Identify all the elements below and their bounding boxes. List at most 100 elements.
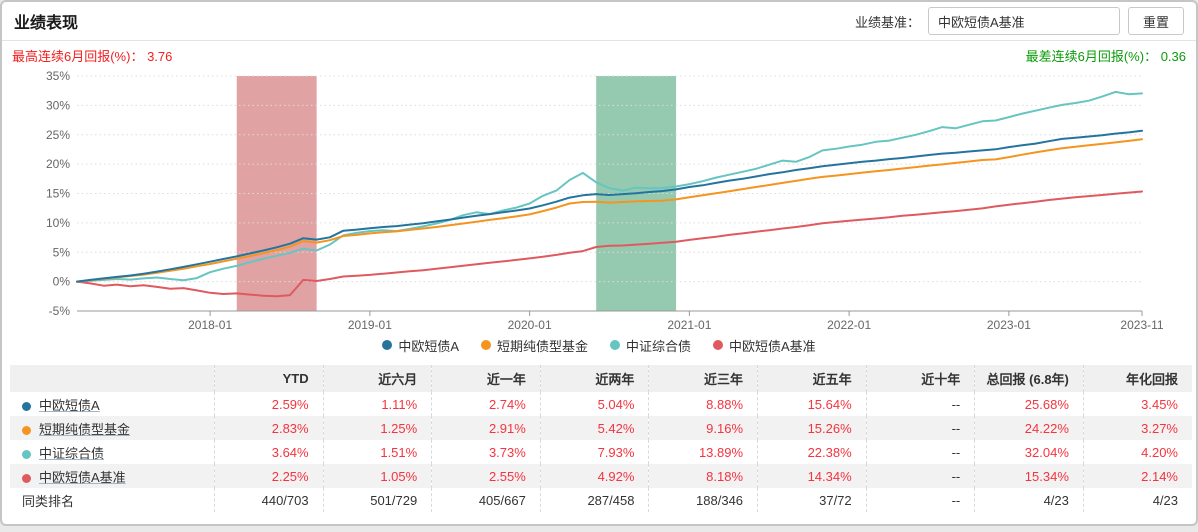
value-cell: 405/667 bbox=[431, 488, 541, 512]
value-cell: 7.93% bbox=[539, 440, 649, 464]
table-row: 同类排名 440/703 501/729 405/667 287/458 188/346 3… bbox=[10, 488, 1192, 512]
value-cell: 3.64% bbox=[214, 440, 324, 464]
value-cell: 4/23 bbox=[974, 488, 1084, 512]
value-cell: 5.42% bbox=[539, 416, 649, 440]
x-axis-tick-label: 2020-01 bbox=[508, 318, 552, 332]
x-axis-tick-label: 2022-01 bbox=[827, 318, 871, 332]
column-header-年化回报: 年化回报 bbox=[1082, 365, 1192, 392]
value-cell: 501/729 bbox=[322, 488, 432, 512]
row-label-link[interactable]: 中证综合债 bbox=[39, 445, 105, 461]
table-row: 短期纯债型基金 2.83% 1.25% 2.91% 5.42% 9.16% 15.26% --… bbox=[10, 416, 1192, 440]
value-cell: 3.45% bbox=[1082, 392, 1192, 416]
row-label: 同类排名 bbox=[22, 493, 75, 509]
value-cell: 440/703 bbox=[214, 488, 324, 512]
series-dot-icon bbox=[22, 401, 31, 411]
value-cell: 22.38% bbox=[757, 440, 867, 464]
series-line-中欧短债A bbox=[76, 129, 1143, 283]
value-cell: 3.27% bbox=[1082, 416, 1192, 440]
series-dot-icon bbox=[22, 473, 31, 483]
row-label-cell: 中欧短债A bbox=[10, 392, 215, 416]
column-header-近五年: 近五年 bbox=[757, 365, 867, 392]
best-6m-return-text: 最高连续6月回报(%)： 3.76 bbox=[12, 49, 173, 64]
best-6m-return-value: 3.76 bbox=[147, 49, 173, 64]
legend-item-中欧短债A[interactable]: 中欧短债A bbox=[382, 336, 459, 355]
row-label-cell: 中欧短债A基准 bbox=[10, 464, 215, 488]
value-cell: 2.91% bbox=[431, 416, 541, 440]
value-cell: 25.68% bbox=[974, 392, 1084, 416]
value-cell: 2.14% bbox=[1082, 464, 1192, 488]
value-cell: 2.83% bbox=[214, 416, 324, 440]
column-header-总回报 (6.8年): 总回报 (6.8年) bbox=[974, 365, 1084, 392]
value-cell: 37/72 bbox=[757, 488, 867, 512]
column-header-近一年: 近一年 bbox=[431, 365, 541, 392]
table-row: 中欧短债A基准 2.25% 1.05% 2.55% 4.92% 8.18% 14.34% --… bbox=[10, 464, 1192, 488]
series-line-中证综合债 bbox=[76, 90, 1143, 283]
benchmark-controls: 业绩基准： 重置 bbox=[855, 7, 1184, 35]
x-axis-tick-label: 2018-01 bbox=[188, 318, 232, 332]
y-axis-tick-label: 20% bbox=[46, 157, 70, 171]
value-cell: 15.26% bbox=[757, 416, 867, 440]
column-header-YTD: YTD bbox=[214, 365, 324, 392]
y-axis-tick-label: -5% bbox=[49, 304, 71, 318]
row-label-link[interactable]: 中欧短债A基准 bbox=[39, 469, 126, 485]
value-cell: 4.92% bbox=[539, 464, 649, 488]
benchmark-input[interactable] bbox=[927, 7, 1120, 35]
series-line-短期纯债型基金 bbox=[76, 138, 1143, 283]
legend-item-短期纯债型基金[interactable]: 短期纯债型基金 bbox=[480, 336, 588, 355]
x-axis-tick-label: 2019-01 bbox=[348, 318, 392, 332]
worst-6m-return-text: 最差连续6月回报(%)： 0.36 bbox=[1025, 49, 1186, 64]
legend-item-中欧短债A基准[interactable]: 中欧短债A基准 bbox=[713, 336, 816, 355]
chart-legend: 中欧短债A 短期纯债型基金 中证综合债 中欧短债A基准 bbox=[2, 333, 1196, 357]
value-cell: -- bbox=[865, 488, 975, 512]
row-label-cell: 中证综合债 bbox=[10, 440, 215, 464]
value-cell: 5.04% bbox=[539, 392, 649, 416]
series-line-中欧短债A基准 bbox=[76, 190, 1143, 298]
y-axis-tick-label: 15% bbox=[46, 187, 70, 201]
column-header-近六月: 近六月 bbox=[322, 365, 432, 392]
row-label-link[interactable]: 短期纯债型基金 bbox=[39, 421, 131, 437]
value-cell: 8.88% bbox=[648, 392, 758, 416]
y-axis-tick-label: 25% bbox=[46, 128, 70, 142]
legend-label: 中欧短债A基准 bbox=[729, 338, 816, 354]
table-row: 中证综合债 3.64% 1.51% 3.73% 7.93% 13.89% 22.38% -- 3… bbox=[10, 440, 1192, 464]
value-cell: 2.59% bbox=[214, 392, 324, 416]
y-axis-tick-label: 0% bbox=[53, 275, 71, 289]
y-axis-tick-label: 30% bbox=[46, 98, 70, 112]
page-title: 业绩表现 bbox=[14, 15, 79, 32]
legend-label: 短期纯债型基金 bbox=[496, 338, 588, 354]
value-cell: 14.34% bbox=[757, 464, 867, 488]
legend-item-中证综合债[interactable]: 中证综合债 bbox=[610, 336, 691, 355]
benchmark-label: 业绩基准： bbox=[854, 14, 920, 30]
value-cell: 2.74% bbox=[431, 392, 541, 416]
value-cell: 2.25% bbox=[214, 464, 324, 488]
value-cell: 2.55% bbox=[431, 464, 541, 488]
value-cell: 4.20% bbox=[1082, 440, 1192, 464]
table-row: 中欧短债A 2.59% 1.11% 2.74% 5.04% 8.88% 15.64% -- 25… bbox=[10, 392, 1192, 416]
row-label-link[interactable]: 中欧短债A bbox=[39, 397, 100, 413]
value-cell: 1.25% bbox=[322, 416, 432, 440]
worst-6m-return-value: 0.36 bbox=[1160, 49, 1186, 64]
legend-label: 中欧短债A bbox=[398, 338, 459, 354]
card-header: 业绩表现 业绩基准： 重置 bbox=[2, 2, 1196, 41]
y-axis-tick-label: 35% bbox=[46, 69, 70, 83]
annotation-row: 最高连续6月回报(%)： 3.76 最差连续6月回报(%)： 0.36 bbox=[2, 41, 1196, 65]
value-cell: 1.11% bbox=[322, 392, 432, 416]
legend-dot-icon bbox=[480, 340, 491, 350]
row-label-cell: 同类排名 bbox=[10, 488, 215, 512]
value-cell: 1.51% bbox=[322, 440, 432, 464]
reset-button[interactable]: 重置 bbox=[1127, 7, 1184, 35]
x-axis-tick-label: 2023-11 bbox=[1120, 318, 1163, 332]
performance-line-chart[interactable]: -5% 0% 5% 10% 15% 20% 25% 30% 35% 2018-01 2019-01 2… bbox=[2, 65, 1198, 333]
value-cell: 15.34% bbox=[974, 464, 1084, 488]
value-cell: 15.64% bbox=[757, 392, 867, 416]
y-axis-tick-label: 10% bbox=[46, 216, 70, 230]
value-cell: 8.18% bbox=[648, 464, 758, 488]
column-header-近十年: 近十年 bbox=[865, 365, 975, 392]
series-dot-icon bbox=[22, 425, 31, 435]
x-axis-tick-label: 2023-01 bbox=[987, 318, 1031, 332]
x-axis-tick-label: 2021-01 bbox=[667, 318, 711, 332]
legend-dot-icon bbox=[382, 340, 393, 350]
performance-table-header: YTD 近六月 近一年 近两年 近三年 近五年 近十年 总回报 (6.8年) 年化回报 bbox=[10, 365, 1192, 392]
value-cell: 1.05% bbox=[322, 464, 432, 488]
legend-dot-icon bbox=[713, 340, 724, 350]
